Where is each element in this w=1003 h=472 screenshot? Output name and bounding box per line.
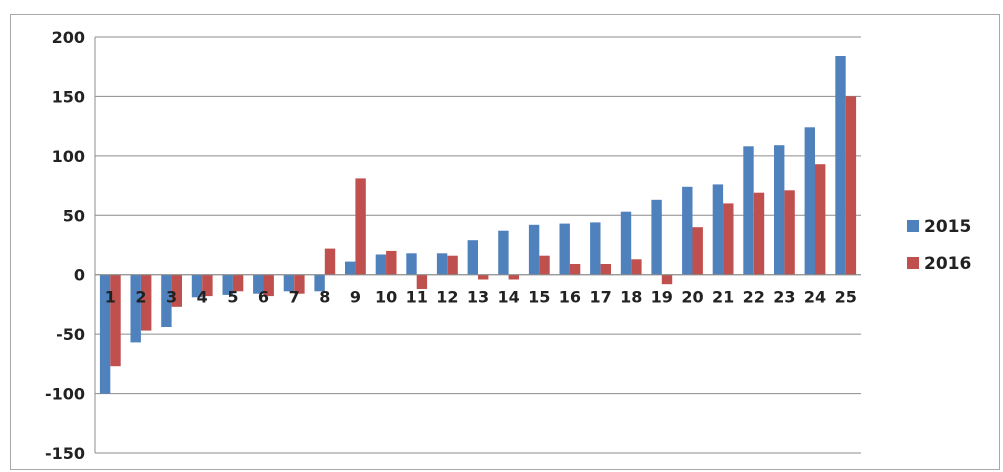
x-tick-label: 17 xyxy=(589,288,611,307)
x-tick-label: 13 xyxy=(467,288,489,307)
bar-2015-10 xyxy=(375,254,387,275)
bar-2016-25 xyxy=(845,96,857,275)
x-tick-label: 22 xyxy=(743,288,765,307)
y-tick-label: 200 xyxy=(52,28,85,47)
x-tick-label: 21 xyxy=(712,288,734,307)
bar-2016-23 xyxy=(784,190,795,275)
y-tick-label: 150 xyxy=(52,87,85,106)
x-tick-label: 6 xyxy=(258,288,269,307)
x-tick-label: 7 xyxy=(289,288,300,307)
x-tick-label: 5 xyxy=(227,288,238,307)
x-tick-label: 14 xyxy=(497,288,519,307)
y-tick-label: -150 xyxy=(45,444,85,463)
bar-2015-5 xyxy=(222,274,233,295)
bar-2015-2 xyxy=(130,274,141,343)
legend-label-2016: 2016 xyxy=(924,254,971,274)
bar-2016-4 xyxy=(202,274,213,297)
bar-2015-22 xyxy=(743,146,754,275)
bar-2016-17 xyxy=(600,264,611,275)
bar-2015-9 xyxy=(345,261,356,275)
axes xyxy=(94,37,861,453)
bar-2015-7 xyxy=(283,274,295,292)
bar-2015-12 xyxy=(436,253,448,275)
bar-2016-21 xyxy=(723,203,734,275)
bar-2015-17 xyxy=(590,222,601,275)
x-tick-label: 2 xyxy=(135,288,146,307)
bar-2015-3 xyxy=(161,274,172,327)
bar-2015-25 xyxy=(835,56,846,275)
bar-2015-16 xyxy=(559,223,570,275)
chart-frame: 200 150 100 50 0 -50 -100 -150 1 2 3 4 5 6 7 8 9 10 11 12 1… xyxy=(10,14,1000,470)
bar-2015-11 xyxy=(406,253,417,275)
bar-2015-19 xyxy=(651,199,662,275)
bar-2015-15 xyxy=(528,224,540,275)
x-tick-label: 3 xyxy=(166,288,177,307)
bar-2015-6 xyxy=(253,274,264,294)
bar-2015-21 xyxy=(712,184,724,275)
x-tick-label: 9 xyxy=(350,288,361,307)
bars xyxy=(99,56,857,394)
bar-2015-24 xyxy=(804,127,815,275)
x-tick-label: 25 xyxy=(835,288,857,307)
bar-2016-9 xyxy=(355,178,366,275)
x-tick-label: 16 xyxy=(559,288,581,307)
x-tick-label: 24 xyxy=(804,288,826,307)
x-tick-label: 11 xyxy=(406,288,428,307)
bar-2016-10 xyxy=(386,250,397,275)
bar-2016-12 xyxy=(447,255,458,275)
bar-2016-8 xyxy=(324,248,336,275)
x-tick-labels: 1 2 3 4 5 6 7 8 9 10 11 12 13 14 15 16 17 18 19 20 21 22 23 24 2… xyxy=(105,288,857,307)
x-tick-label: 4 xyxy=(197,288,208,307)
bar-2015-23 xyxy=(774,145,785,275)
bar-2016-22 xyxy=(753,192,765,275)
legend: 2015 2016 xyxy=(907,217,971,274)
y-tick-label: 100 xyxy=(52,147,85,166)
y-tick-label: 0 xyxy=(74,266,85,285)
bar-2016-11 xyxy=(416,274,428,289)
bar-2016-7 xyxy=(294,274,305,294)
bar-2015-8 xyxy=(314,274,325,292)
x-tick-label: 18 xyxy=(620,288,642,307)
bar-2015-4 xyxy=(191,274,203,298)
x-tick-label: 12 xyxy=(436,288,458,307)
bar-2016-14 xyxy=(508,274,519,280)
x-tick-label: 19 xyxy=(651,288,673,307)
bar-2015-1 xyxy=(99,274,111,394)
bar-2015-18 xyxy=(620,211,632,275)
legend-swatch-2015 xyxy=(907,220,919,232)
bar-2016-15 xyxy=(539,255,550,275)
bar-2016-2 xyxy=(141,274,152,331)
bar-2015-20 xyxy=(682,186,693,275)
cropped-caption xyxy=(0,0,90,4)
x-tick-label: 23 xyxy=(773,288,795,307)
legend-swatch-2016 xyxy=(907,257,919,269)
bar-2016-6 xyxy=(263,274,274,297)
x-tick-label: 15 xyxy=(528,288,550,307)
bar-2016-16 xyxy=(569,264,581,275)
x-tick-label: 10 xyxy=(375,288,397,307)
bar-2016-3 xyxy=(171,274,182,307)
bar-2015-14 xyxy=(498,230,509,275)
x-tick-label: 1 xyxy=(105,288,116,307)
bar-2016-13 xyxy=(478,274,489,280)
bar-2016-20 xyxy=(692,227,703,275)
x-tick-label: 20 xyxy=(681,288,703,307)
bar-2016-24 xyxy=(815,164,826,275)
bar-2016-19 xyxy=(661,274,673,285)
y-tick-label: -50 xyxy=(56,325,85,344)
bar-2016-5 xyxy=(232,274,244,292)
bar-2016-1 xyxy=(110,274,121,367)
y-tick-label: -100 xyxy=(45,385,85,404)
bar-2016-18 xyxy=(631,259,642,275)
y-tick-label: 50 xyxy=(63,206,85,225)
y-tick-labels: 200 150 100 50 0 -50 -100 -150 xyxy=(45,28,85,463)
legend-label-2015: 2015 xyxy=(924,217,971,237)
x-tick-label: 8 xyxy=(319,288,330,307)
bar-2015-13 xyxy=(467,240,478,275)
